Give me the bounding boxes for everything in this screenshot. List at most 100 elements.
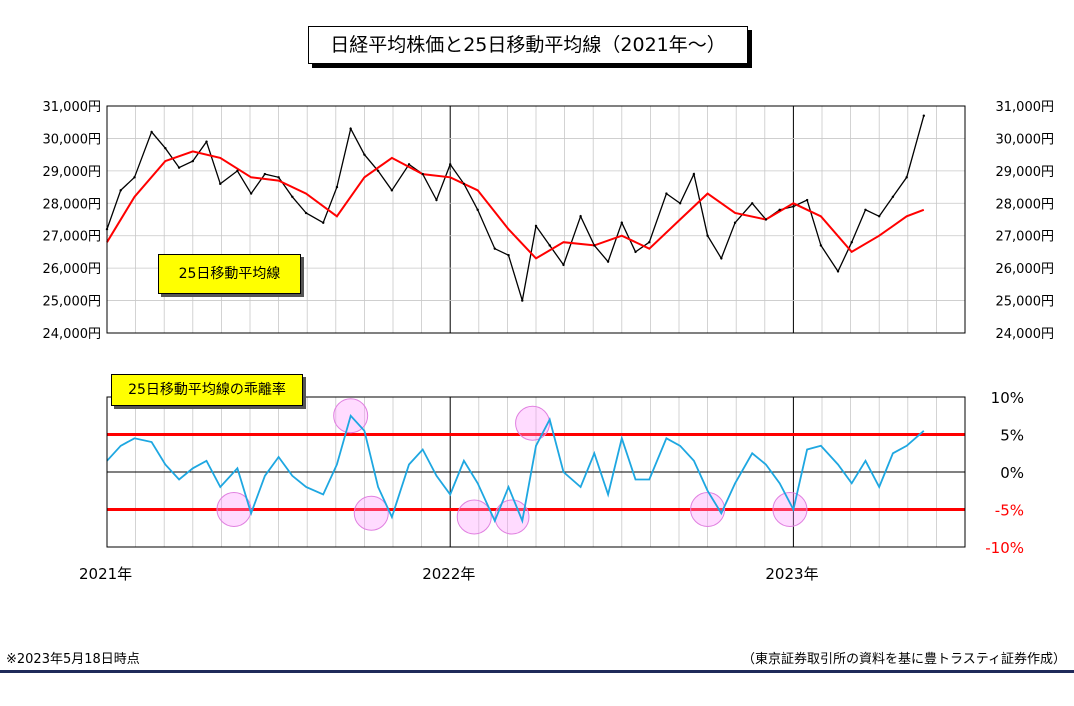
x-tick-label: 2022年 bbox=[422, 565, 475, 583]
price-point bbox=[249, 192, 253, 195]
deviation-tick: 10% bbox=[991, 389, 1024, 407]
deviation-highlight-circle bbox=[494, 499, 530, 535]
price-point bbox=[363, 153, 366, 156]
price-point bbox=[164, 146, 167, 150]
price-tick-right: 25,000円 bbox=[996, 295, 1055, 310]
price-point bbox=[891, 195, 895, 198]
x-tick-label: 2021年 bbox=[79, 565, 132, 583]
price-point bbox=[922, 114, 926, 117]
price-point bbox=[864, 208, 867, 211]
bottom-rule bbox=[0, 670, 1074, 673]
price-point bbox=[733, 221, 737, 224]
price-point bbox=[277, 176, 280, 179]
x-axis-labels: 2021年 2022年 2023年 bbox=[79, 565, 819, 583]
price-tick-right: 31,000円 bbox=[996, 100, 1055, 115]
deviation-label: 25日移動平均線の乖離率 bbox=[111, 374, 303, 406]
price-panel-axes: 24,000円 24,000円 25,000円 25,000円 26,000円 26,00… bbox=[43, 100, 1055, 342]
price-point bbox=[119, 189, 122, 192]
chart-title: 日経平均株価と25日移動平均線（2021年～） bbox=[308, 26, 748, 64]
price-point bbox=[706, 234, 709, 237]
deviation-tick: 5% bbox=[1000, 427, 1024, 445]
price-point bbox=[792, 205, 795, 208]
price-point bbox=[678, 202, 682, 205]
deviation-panel-series bbox=[106, 398, 965, 535]
price-tick-right: 29,000円 bbox=[996, 165, 1055, 180]
footnote-left: ※2023年5月18日時点 bbox=[6, 652, 140, 667]
price-point bbox=[751, 202, 754, 205]
deviation-highlight-circle bbox=[515, 405, 551, 441]
deviation-tick: 0% bbox=[1000, 464, 1024, 482]
deviation-line bbox=[106, 413, 925, 524]
price-point bbox=[850, 241, 853, 244]
price-tick-right: 30,000円 bbox=[996, 132, 1055, 147]
price-point bbox=[606, 260, 610, 263]
deviation-highlight-circle bbox=[456, 499, 492, 535]
price-tick-left: 29,000円 bbox=[43, 165, 102, 180]
price-point bbox=[579, 215, 582, 218]
deviation-plot-frame bbox=[106, 396, 966, 548]
price-point bbox=[720, 257, 723, 260]
deviation-tick: -5% bbox=[995, 502, 1024, 520]
price-point bbox=[634, 250, 637, 254]
price-point bbox=[421, 172, 424, 176]
price-point bbox=[150, 130, 153, 134]
deviation-tick: -10% bbox=[985, 539, 1024, 557]
price-point bbox=[692, 172, 696, 176]
price-point bbox=[665, 192, 668, 195]
price-point bbox=[390, 189, 394, 192]
price-point bbox=[462, 182, 466, 186]
price-point bbox=[335, 185, 339, 189]
price-panel-grid bbox=[106, 105, 966, 334]
price-point bbox=[205, 140, 208, 143]
price-point bbox=[291, 195, 294, 198]
price-point bbox=[836, 270, 840, 273]
price-point bbox=[648, 241, 651, 244]
price-point bbox=[593, 244, 596, 247]
price-point bbox=[236, 169, 239, 173]
price-tick-right: 28,000円 bbox=[996, 197, 1055, 212]
price-point bbox=[304, 211, 308, 215]
price-point bbox=[534, 224, 538, 228]
price-point bbox=[521, 299, 524, 302]
price-plot-frame bbox=[106, 105, 966, 334]
deviation-panel-axes: -10% -5% 0% 5% 10% bbox=[106, 389, 1024, 557]
ma25-label: 25日移動平均線 bbox=[158, 254, 301, 294]
price-point bbox=[449, 163, 452, 166]
price-point bbox=[376, 169, 380, 173]
price-tick-right: 27,000円 bbox=[996, 230, 1055, 245]
price-point bbox=[493, 247, 497, 250]
price-point bbox=[219, 182, 222, 186]
footnote-right: （東京証券取引所の資料を基に豊トラスティ証券作成） bbox=[742, 652, 1066, 667]
price-point bbox=[349, 127, 352, 130]
price-point bbox=[476, 208, 479, 211]
price-tick-right: 24,000円 bbox=[996, 327, 1055, 342]
price-point bbox=[191, 159, 194, 163]
price-point bbox=[435, 198, 438, 202]
deviation-highlight-circle bbox=[353, 495, 389, 531]
price-point bbox=[805, 198, 809, 202]
price-point bbox=[507, 253, 510, 257]
price-point bbox=[177, 166, 181, 169]
price-tick-left: 24,000円 bbox=[43, 327, 102, 342]
price-tick-left: 25,000円 bbox=[43, 295, 102, 310]
deviation-highlight-circle bbox=[772, 492, 808, 527]
price-tick-left: 31,000円 bbox=[43, 100, 102, 115]
price-point bbox=[322, 221, 325, 224]
price-point bbox=[133, 176, 136, 179]
price-point bbox=[548, 244, 551, 247]
price-point bbox=[764, 218, 768, 221]
price-point bbox=[905, 176, 908, 179]
price-tick-left: 30,000円 bbox=[43, 132, 102, 147]
price-point bbox=[878, 215, 881, 218]
x-tick-label: 2023年 bbox=[765, 565, 818, 583]
price-panel-series bbox=[105, 114, 926, 302]
price-point bbox=[263, 172, 267, 176]
price-tick-left: 27,000円 bbox=[43, 230, 102, 245]
price-tick-left: 26,000円 bbox=[43, 262, 102, 277]
ma25-line bbox=[106, 150, 925, 260]
deviation-highlight-circle bbox=[216, 492, 252, 527]
price-point bbox=[620, 221, 623, 224]
price-point bbox=[778, 208, 781, 211]
price-point bbox=[562, 263, 565, 267]
